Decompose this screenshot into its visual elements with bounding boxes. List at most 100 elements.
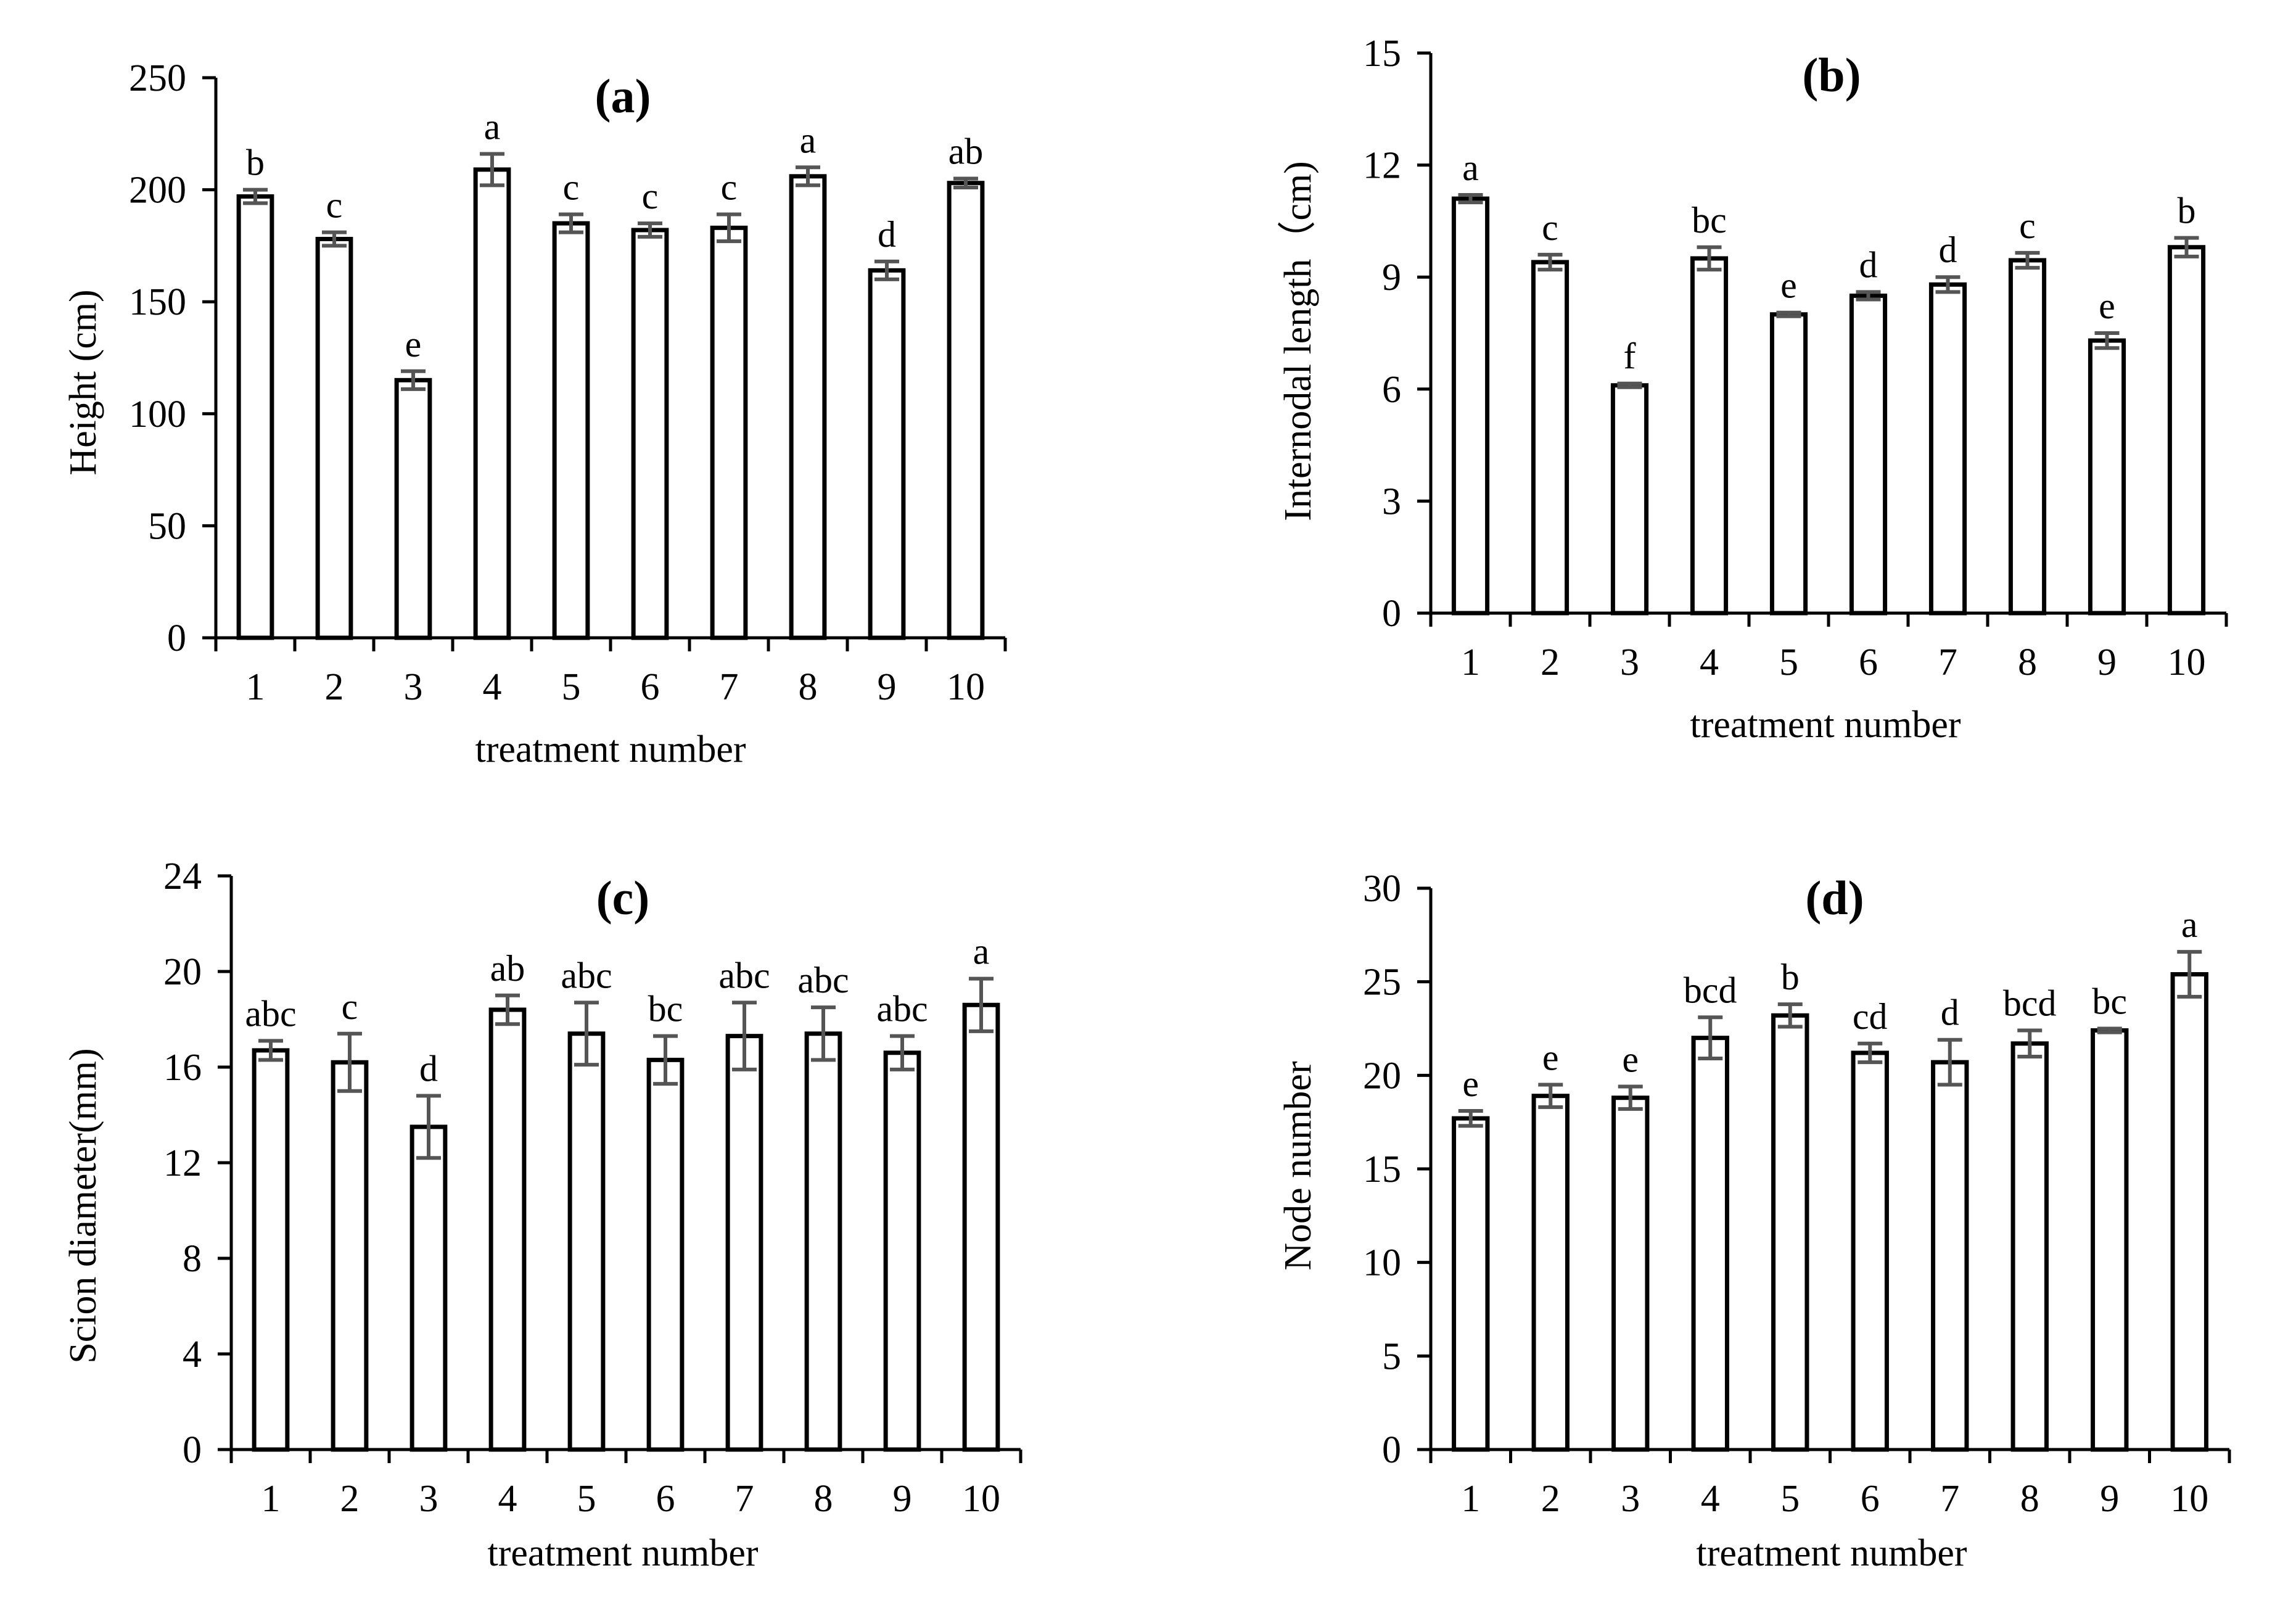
x-tick-label: 1	[246, 666, 265, 708]
x-tick-label: 3	[1620, 641, 1639, 683]
bar	[488, 1007, 527, 1452]
y-axis-label: Node number	[1277, 1061, 1319, 1271]
significance-letter: bc	[1692, 200, 1727, 241]
y-tick-label: 0	[1382, 1429, 1401, 1471]
y-tick-label: 20	[1363, 1055, 1401, 1097]
y-axis-label: Scion diameter(mm)	[62, 1048, 104, 1363]
bar	[1452, 1116, 1490, 1452]
bar	[710, 225, 748, 640]
x-tick-label: 8	[2020, 1478, 2039, 1520]
significance-letter: e	[1542, 1038, 1559, 1078]
bar	[1928, 282, 1967, 616]
bar	[2008, 258, 2047, 616]
significance-letter: abc	[718, 955, 770, 996]
x-tick-label: 7	[735, 1478, 754, 1520]
y-tick-label: 16	[163, 1047, 202, 1089]
bar	[1769, 312, 1808, 616]
y-tick-label: 100	[129, 394, 186, 435]
y-tick-label: 50	[148, 505, 186, 547]
y-tick-label: 0	[183, 1429, 202, 1471]
y-tick-label: 200	[129, 170, 186, 212]
bar	[725, 1034, 763, 1452]
x-tick-label: 8	[2018, 641, 2037, 683]
bar	[1931, 1060, 1969, 1452]
x-tick-label: 5	[1779, 641, 1798, 683]
bar	[1531, 260, 1570, 616]
significance-letter: e	[1462, 1063, 1479, 1104]
bar	[567, 1031, 606, 1452]
significance-letter: f	[1624, 336, 1636, 377]
panel-title: (a)	[595, 69, 651, 123]
x-tick-label: 5	[562, 666, 581, 708]
bar	[646, 1057, 685, 1452]
panel-title: (d)	[1805, 871, 1864, 925]
panel-c: (c) Scion diameter(mm) treatment number …	[62, 856, 1023, 1574]
bar	[331, 1060, 369, 1452]
panel-a: (a) Height (cm) treatment number 0 50 100 1…	[62, 57, 1007, 770]
bar	[2010, 1041, 2049, 1452]
x-tick-label: 8	[799, 666, 818, 708]
y-tick-label: 25	[1363, 962, 1401, 1004]
bar	[804, 1031, 842, 1452]
significance-letter: b	[246, 142, 265, 183]
x-tick-label: 10	[947, 666, 985, 708]
x-tick-label: 2	[1541, 1478, 1560, 1520]
x-tick-label: 1	[1461, 1478, 1480, 1520]
significance-letter: c	[1542, 207, 1558, 248]
significance-letter: c	[721, 167, 738, 208]
x-tick-label: 2	[340, 1478, 360, 1520]
x-tick-label: 6	[1861, 1478, 1880, 1520]
significance-letter: b	[1781, 957, 1800, 997]
x-tick-label: 8	[814, 1478, 833, 1520]
panel-title: (b)	[1802, 48, 1861, 102]
x-tick-label: 6	[1859, 641, 1878, 683]
significance-letter: a	[973, 931, 990, 972]
x-tick-label: 3	[404, 666, 423, 708]
bar	[552, 221, 590, 640]
y-tick-label: 10	[1363, 1242, 1401, 1284]
significance-letter: abc	[797, 960, 849, 1000]
y-tick-label: 3	[1382, 481, 1401, 522]
x-tick-label: 3	[419, 1478, 438, 1520]
x-tick-label: 9	[893, 1478, 912, 1520]
x-tick-label: 7	[720, 666, 739, 708]
y-tick-label: 9	[1382, 257, 1401, 299]
plot-area: 0 5 10 15 20 25 30 e 1 e 2 e 3 bcd 4 b 5 cd 6 d 7 bcd 8 bc 9 a 10	[1363, 868, 2231, 1520]
x-tick-label: 1	[261, 1478, 281, 1520]
bar	[1531, 1094, 1570, 1452]
x-axis-label: treatment number	[475, 728, 746, 770]
bar	[2167, 245, 2206, 616]
y-tick-label: 0	[1382, 593, 1401, 635]
significance-letter: d	[1939, 229, 1957, 270]
x-tick-label: 10	[2168, 641, 2206, 683]
significance-letter: bc	[2092, 981, 2127, 1022]
bar	[631, 228, 669, 640]
y-tick-label: 0	[167, 617, 186, 659]
significance-letter: bcd	[1684, 970, 1737, 1010]
significance-letter: e	[2099, 286, 2115, 326]
plot-area: 0 4 8 12 16 20 24 abc 1 c 2 d 3 ab 4 abc 5 bc 6 abc 7 abc 8 abc…	[163, 856, 1023, 1520]
x-tick-label: 5	[1780, 1478, 1800, 1520]
x-axis-label: treatment number	[1697, 1532, 1967, 1574]
x-tick-label: 6	[656, 1478, 675, 1520]
significance-letter: d	[1859, 244, 1878, 285]
x-tick-label: 10	[2170, 1478, 2208, 1520]
x-tick-label: 2	[1541, 641, 1560, 683]
bar	[1690, 256, 1729, 616]
x-tick-label: 7	[1938, 641, 1957, 683]
significance-letter: abc	[561, 955, 612, 996]
significance-letter: abc	[876, 989, 928, 1029]
y-tick-label: 6	[1382, 369, 1401, 411]
plot-area: 0 3 6 9 12 15 a 1 c 2 f 3 bc 4 e 5 d 6 d 7 c 8 e 9 b 10	[1363, 33, 2228, 683]
bar	[315, 237, 353, 640]
y-tick-label: 250	[129, 57, 186, 99]
significance-letter: ab	[490, 948, 525, 989]
significance-letter: bcd	[2003, 983, 2057, 1024]
y-tick-label: 24	[163, 856, 202, 897]
significance-letter: a	[1462, 147, 1479, 188]
x-tick-label: 10	[962, 1478, 1000, 1520]
x-tick-label: 5	[577, 1478, 596, 1520]
y-tick-label: 30	[1363, 868, 1401, 910]
y-tick-label: 20	[163, 951, 202, 993]
